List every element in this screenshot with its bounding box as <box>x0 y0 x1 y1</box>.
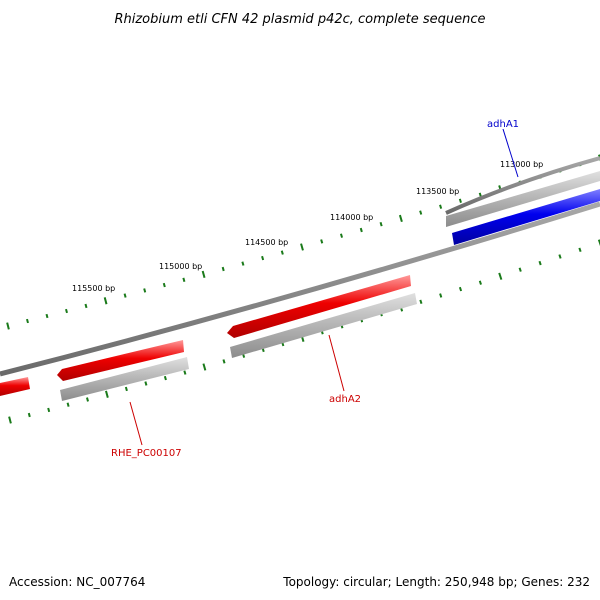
scale-tick <box>182 277 186 282</box>
inner-tick <box>478 280 482 285</box>
scale-tick <box>261 255 265 261</box>
scale-tick <box>300 243 304 251</box>
scale-tick <box>162 282 166 288</box>
leader-RHE_PC00107 <box>129 401 143 446</box>
scale-tick <box>597 154 600 162</box>
scale-tick <box>478 192 482 198</box>
leader-adhA1 <box>502 128 519 178</box>
gene-label-RHE_PC00107: RHE_PC00107 <box>111 448 182 459</box>
scale-tick <box>241 261 245 266</box>
inner-tick <box>8 416 12 424</box>
inner-tick <box>419 299 423 305</box>
accession-text: Accession: NC_007764 <box>9 575 145 589</box>
scale-tick <box>439 204 443 209</box>
inner-tick <box>202 363 207 371</box>
scale-label-114500: 114500 bp <box>245 238 288 247</box>
inner-tick <box>222 359 226 364</box>
scale-label-113000: 113000 bp <box>500 160 543 169</box>
scale-labels: 113000 bp 113500 bp 114000 bp 114500 bp … <box>72 160 543 293</box>
scale-tick <box>359 227 363 233</box>
scale-tick <box>45 313 49 319</box>
inner-tick <box>163 375 167 381</box>
backbone-main <box>0 201 600 377</box>
inner-tick <box>498 272 503 280</box>
inner-tick <box>458 286 463 292</box>
scale-tick <box>221 266 225 272</box>
scale-label-113500: 113500 bp <box>416 187 459 196</box>
cds-shadow-adhA2 <box>230 293 417 358</box>
backbone-upper <box>445 156 600 215</box>
gene-partial-left <box>0 377 30 396</box>
inner-tick <box>124 386 128 392</box>
scale-label-115000: 115000 bp <box>159 262 202 271</box>
inner-tick <box>558 254 562 259</box>
scale-tick <box>143 288 147 293</box>
cds-shadow-forward <box>446 171 600 227</box>
inner-tick <box>578 247 582 253</box>
scale-tick <box>398 214 403 223</box>
gene-label-adhA2: adhA2 <box>329 394 361 405</box>
leader-adhA2 <box>328 334 345 392</box>
scale-tick <box>65 308 68 314</box>
inner-tick <box>47 407 51 413</box>
gene-adhA1[interactable] <box>452 189 600 245</box>
scale-label-115500: 115500 bp <box>72 284 115 293</box>
inner-tick <box>105 390 109 398</box>
scale-tick <box>123 293 127 298</box>
scale-tick <box>419 210 423 215</box>
scale-tick <box>280 250 284 255</box>
inner-tick <box>144 381 148 386</box>
inner-tick <box>66 402 70 407</box>
gene-label-adhA1: adhA1 <box>487 119 519 130</box>
inner-tick <box>597 239 600 247</box>
inner-tick <box>27 412 31 418</box>
inner-tick <box>518 267 522 272</box>
scale-tick <box>320 239 324 244</box>
inner-tick <box>538 260 542 266</box>
forward-strand-features <box>446 171 600 245</box>
summary-text: Topology: circular; Length: 250,948 bp; … <box>282 575 590 589</box>
cds-shadow-RHE_PC00107 <box>60 357 189 401</box>
scale-tick-ring <box>6 154 600 330</box>
inner-tick <box>183 370 187 375</box>
inner-tick <box>86 397 89 402</box>
inner-tick <box>439 293 443 298</box>
scale-tick <box>6 322 10 330</box>
scale-tick <box>84 303 88 309</box>
gene-RHE_PC00107[interactable] <box>57 340 184 381</box>
scale-tick <box>379 221 383 227</box>
reverse-strand-features <box>0 275 417 401</box>
scale-tick <box>201 270 206 279</box>
scale-tick <box>26 318 29 324</box>
scale-tick <box>458 198 462 204</box>
map-title: Rhizobium etli CFN 42 plasmid p42c, comp… <box>114 12 485 27</box>
scale-tick <box>339 233 344 238</box>
scale-tick <box>103 297 108 305</box>
gene-adhA2[interactable] <box>227 275 411 338</box>
scale-label-114000: 114000 bp <box>330 213 373 222</box>
